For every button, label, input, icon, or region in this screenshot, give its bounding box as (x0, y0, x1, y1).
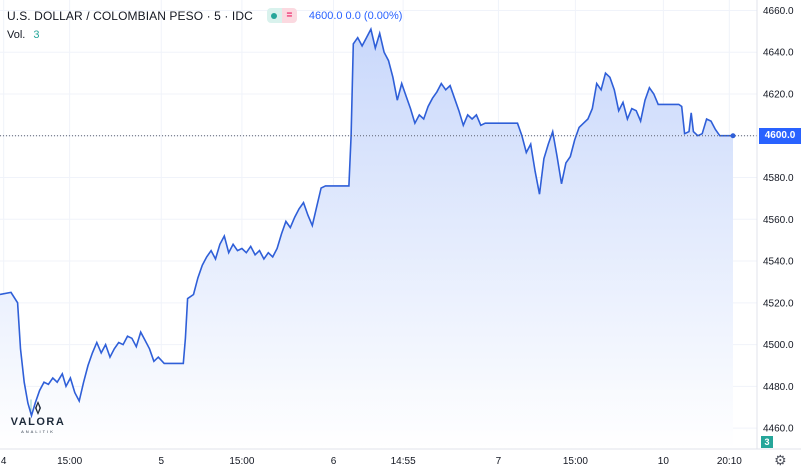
x-tick-label: 20:10 (717, 456, 742, 467)
x-tick-label: 7 (496, 456, 502, 467)
y-tick-label: 4660.0 (763, 6, 794, 17)
volume-tag: 3 (761, 436, 773, 448)
watermark-sub: ANALITIK (21, 429, 55, 434)
y-tick-label: 4520.0 (763, 298, 794, 309)
x-tick-label: 5 (158, 456, 164, 467)
x-tick-label: 6 (331, 456, 337, 467)
volume-value: 3 (33, 29, 40, 41)
x-tick-label: 15:00 (563, 456, 588, 467)
last-price-dot (730, 133, 736, 139)
price-area (0, 29, 733, 449)
market-open-icon (266, 8, 282, 23)
y-tick-label: 4480.0 (763, 382, 794, 393)
price-quote: 4600.0 0.0 (0.00%) (308, 9, 403, 22)
y-tick-label: 4460.0 (763, 424, 794, 435)
x-tick-label: 14:55 (391, 456, 416, 467)
x-tick-label: 15:00 (57, 456, 82, 467)
valora-logo-icon (35, 401, 41, 415)
x-tick-label: 4 (1, 456, 7, 467)
market-status-pill[interactable]: = (266, 8, 297, 23)
x-tick-label: 10 (658, 456, 670, 467)
y-tick-label: 4500.0 (763, 340, 794, 351)
watermark-brand: VALORA (10, 416, 66, 428)
y-tick-label: 4580.0 (763, 173, 794, 184)
time-axis[interactable]: 4 15:00 5 15:00 6 14:55 7 15:00 10 20:10 (1, 456, 742, 467)
volume-label: Vol. (7, 29, 26, 41)
y-tick-label: 4620.0 (763, 89, 794, 100)
symbol-title[interactable]: U.S. DOLLAR / COLOMBIAN PESO · 5 · IDC (7, 8, 253, 23)
equal-icon: = (281, 8, 297, 23)
x-tick-label: 15:00 (229, 456, 254, 467)
last-price-tag: 4600.0 (759, 127, 801, 144)
volume-legend[interactable]: Vol. 3 (7, 29, 39, 41)
y-tick-label: 4560.0 (763, 215, 794, 226)
price-line (0, 26, 733, 419)
chart-header: U.S. DOLLAR / COLOMBIAN PESO · 5 · IDC =… (7, 8, 402, 23)
gear-icon[interactable]: ⚙ (774, 452, 787, 468)
price-axis[interactable]: 4460.0 4480.0 4500.0 4520.0 4540.0 4560.0 4580… (763, 6, 794, 435)
y-tick-label: 4540.0 (763, 257, 794, 268)
y-tick-label: 4640.0 (763, 48, 794, 59)
watermark-logo: VALORA ANALITIK (8, 400, 68, 434)
